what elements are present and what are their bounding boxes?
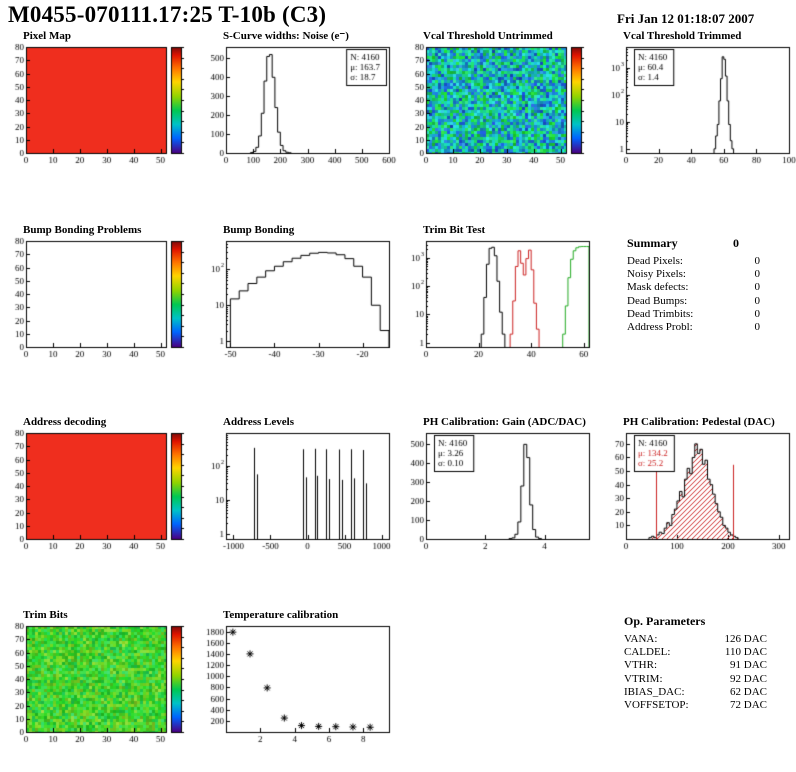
bump-bonding-chart — [202, 237, 398, 363]
ph-gain-chart — [402, 429, 598, 555]
panel-address-decoding: Address decoding — [2, 416, 200, 555]
summary-title: Summary — [627, 236, 678, 250]
op-parameter-item: VANA: 126 DAC — [624, 633, 767, 645]
vcal-trimmed-chart — [602, 43, 796, 169]
panel-ph-gain: PH Calibration: Gain (ADC/DAC) — [402, 416, 600, 555]
pixel-map-chart — [2, 43, 198, 169]
panel-vcal-untrimmed: Vcal Threshold Untrimmed — [402, 30, 600, 169]
op-parameter-item: VTRIM: 92 DAC — [624, 672, 767, 685]
chart-title: S-Curve widths: Noise (e⁻) — [223, 30, 349, 42]
summary-item: Noisy Pixels: 0 — [627, 268, 760, 281]
panel-pixel-map: Pixel Map — [2, 30, 200, 169]
summary-item: Mask defects: 0 — [627, 281, 760, 294]
op-parameters-title: Op. Parameters — [624, 614, 706, 628]
summary-item: Address Probl: 0 — [627, 321, 760, 334]
chart-title: Address decoding — [23, 416, 107, 428]
chart-title: Vcal Threshold Untrimmed — [423, 30, 553, 42]
address-levels-chart — [202, 429, 398, 555]
chart-title: PH Calibration: Gain (ADC/DAC) — [423, 416, 586, 428]
panel-temperature-calibration: Temperature calibration — [202, 609, 400, 748]
op-parameter-item: IBIAS_DAC: 62 DAC — [624, 685, 767, 698]
panel-trim-bits: Trim Bits — [2, 609, 200, 748]
summary-item: Dead Pixels: 0 — [627, 255, 760, 267]
panel-bump-bonding-problems: Bump Bonding Problems — [2, 224, 200, 363]
summary-total: 0 — [733, 236, 739, 250]
op-parameter-item: VOFFSETOP: 72 DAC — [624, 699, 767, 712]
chart-title: Address Levels — [223, 416, 294, 428]
chart-title: Pixel Map — [23, 30, 71, 42]
trim-bits-chart — [2, 622, 198, 748]
op-parameter-item: CALDEL: 110 DAC — [624, 646, 767, 659]
chart-title: Trim Bits — [23, 609, 68, 621]
ph-pedestal-chart — [602, 429, 796, 555]
vcal-untrimmed-chart — [402, 43, 598, 169]
panel-trim-bit-test: Trim Bit Test — [402, 224, 600, 363]
bump-bonding-problems-chart — [2, 237, 198, 363]
temperature-calibration-chart — [202, 622, 398, 748]
chart-title: Temperature calibration — [223, 609, 339, 621]
chart-title: Trim Bit Test — [423, 224, 486, 236]
page-title: M0455-070111.17:25 T-10b (C3) — [8, 2, 327, 27]
scurve-noise-chart — [202, 43, 398, 169]
panel-scurve-noise: S-Curve widths: Noise (e⁻) — [202, 30, 400, 169]
panel-bump-bonding: Bump Bonding — [202, 224, 400, 363]
address-decoding-chart — [2, 429, 198, 555]
op-parameters-block: Op. Parameters VANA: 126 DAC CALDEL: 110 D… — [624, 614, 767, 712]
summary-item: Dead Trimbits: 0 — [627, 307, 760, 320]
chart-title: Bump Bonding — [223, 224, 295, 236]
summary-block: Summary 0 Dead Pixels: 0 Noisy Pixels: 0 M… — [627, 236, 760, 334]
op-parameter-item: VTHR: 91 DAC — [624, 659, 767, 672]
panel-vcal-trimmed: Vcal Threshold Trimmed — [602, 30, 796, 169]
summary-item: Dead Bumps: 0 — [627, 294, 760, 307]
summary-title-row: Summary 0 — [627, 236, 739, 251]
panel-ph-pedestal: PH Calibration: Pedestal (DAC) — [602, 416, 796, 555]
chart-title: Vcal Threshold Trimmed — [623, 30, 742, 42]
chart-title: Bump Bonding Problems — [23, 224, 142, 236]
chart-title: PH Calibration: Pedestal (DAC) — [623, 416, 775, 428]
panel-address-levels: Address Levels — [202, 416, 400, 555]
trim-bit-test-chart — [402, 237, 598, 363]
timestamp: Fri Jan 12 01:18:07 2007 — [617, 11, 755, 26]
